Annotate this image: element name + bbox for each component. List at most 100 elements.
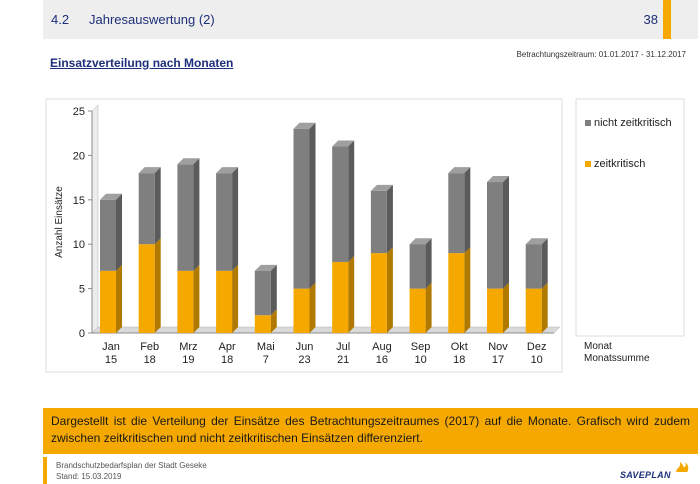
footer-document-title: Brandschutzbedarfsplan der Stadt Geseke	[56, 461, 207, 470]
x-tick-label: Okt	[451, 341, 468, 353]
y-axis-title: Anzahl Einsätze	[54, 186, 65, 258]
bar-side-zeitkritisch-apr	[232, 264, 239, 333]
x-tick-label: Nov	[488, 341, 508, 353]
section-title: Einsatzverteilung nach Monaten	[50, 56, 234, 70]
legend-label: zeitkritisch	[594, 158, 645, 170]
y-tick-label: 5	[79, 284, 85, 296]
x-total-label: 18	[453, 354, 465, 366]
x-tick-label: Jun	[296, 341, 314, 353]
legend-box	[575, 98, 685, 337]
bar-side-nicht-zeitkritisch-jan	[116, 193, 122, 271]
bar-side-nicht-zeitkritisch-dez	[541, 238, 548, 289]
x-tick-label: Mrz	[179, 341, 197, 353]
bar-zeitkritisch-dez	[525, 288, 542, 333]
x-total-label: 17	[492, 354, 504, 366]
x-axis-subtitle: Monatssumme	[584, 353, 650, 364]
x-axis-title: Monat	[584, 341, 612, 352]
y-tick-label: 25	[73, 106, 85, 118]
header-accent-bar	[663, 0, 671, 39]
bar-side-zeitkritisch-mai	[270, 309, 277, 333]
x-total-label: 10	[414, 354, 426, 366]
bar-nicht-zeitkritisch-jan	[100, 199, 116, 271]
bar-side-zeitkritisch-jul	[348, 255, 355, 333]
section-number: 4.2	[51, 12, 70, 27]
legend-swatch	[585, 120, 591, 126]
y-tick-label: 0	[79, 328, 85, 340]
y-tick-label: 15	[73, 195, 85, 207]
bar-top-jan	[100, 193, 122, 200]
bar-side-nicht-zeitkritisch-apr	[232, 167, 239, 271]
bar-side-zeitkritisch-dez	[541, 282, 548, 333]
x-tick-label: Feb	[140, 341, 159, 353]
x-total-label: 19	[182, 354, 194, 366]
bar-nicht-zeitkritisch-feb	[138, 173, 155, 245]
x-total-label: 18	[144, 354, 156, 366]
bar-zeitkritisch-aug	[370, 253, 387, 333]
bar-top-okt	[448, 167, 471, 174]
legend-swatch	[585, 161, 591, 167]
x-tick-label: Sep	[411, 341, 431, 353]
bar-nicht-zeitkritisch-mai	[254, 270, 271, 316]
bar-nicht-zeitkritisch-nov	[487, 182, 503, 289]
bar-side-nicht-zeitkritisch-nov	[503, 176, 509, 289]
page-header: 4.2 Jahresauswertung (2) 38	[43, 0, 698, 39]
x-total-label: 21	[337, 354, 349, 366]
page-number: 38	[643, 12, 658, 27]
bar-zeitkritisch-jul	[332, 261, 349, 333]
x-tick-label: Mai	[257, 341, 275, 353]
bar-side-zeitkritisch-nov	[503, 282, 509, 333]
y-tick-label: 10	[73, 239, 85, 251]
x-total-label: 7	[263, 354, 269, 366]
bar-side-zeitkritisch-aug	[386, 247, 393, 333]
bar-top-sep	[409, 238, 432, 245]
bar-zeitkritisch-nov	[487, 288, 503, 333]
bar-zeitkritisch-jan	[100, 270, 116, 333]
bar-zeitkritisch-mai	[254, 315, 271, 333]
bar-zeitkritisch-sep	[409, 288, 426, 333]
bar-side-zeitkritisch-mrz	[193, 264, 200, 333]
bar-side-zeitkritisch-sep	[425, 282, 432, 333]
bar-top-aug	[370, 184, 393, 191]
footer-date: Stand: 15.03.2019	[56, 472, 122, 481]
bar-nicht-zeitkritisch-jun	[293, 128, 310, 289]
y-tick-label: 20	[73, 150, 85, 162]
x-total-label: 23	[298, 354, 310, 366]
bar-zeitkritisch-jun	[293, 288, 310, 333]
bar-side-nicht-zeitkritisch-feb	[154, 167, 161, 245]
bar-top-feb	[138, 167, 161, 174]
logo-text: SAVEPLAN	[620, 470, 671, 480]
chart-area-border	[45, 98, 563, 373]
bar-zeitkritisch-okt	[448, 253, 465, 333]
x-total-label: 15	[105, 354, 117, 366]
bar-top-mai	[254, 264, 277, 271]
flame-icon	[676, 462, 689, 472]
bar-zeitkritisch-apr	[216, 270, 233, 333]
bar-side-zeitkritisch-jun	[309, 282, 316, 333]
x-tick-label: Jul	[336, 341, 350, 353]
x-tick-label: Dez	[527, 341, 547, 353]
bar-top-jul	[332, 140, 355, 147]
bar-nicht-zeitkritisch-okt	[448, 173, 465, 254]
period-label: Betrachtungszeitraum: 01.01.2017 - 31.12…	[516, 50, 686, 59]
bar-side-zeitkritisch-okt	[464, 247, 471, 333]
plot-back-wall	[91, 104, 99, 334]
footer-accent-bar	[43, 457, 47, 484]
legend-label: nicht zeitkritisch	[594, 117, 672, 129]
bar-top-mrz	[177, 158, 200, 165]
x-tick-label: Apr	[219, 341, 236, 353]
description-box: Dargestellt ist die Verteilung der Einsä…	[43, 408, 698, 454]
x-total-label: 18	[221, 354, 233, 366]
x-total-label: 10	[531, 354, 543, 366]
saveplan-logo: SAVEPLAN	[620, 460, 692, 482]
bar-zeitkritisch-mrz	[177, 270, 194, 333]
bar-top-nov	[487, 176, 509, 183]
bar-side-zeitkritisch-feb	[154, 238, 161, 333]
x-tick-label: Aug	[372, 341, 392, 353]
bar-side-nicht-zeitkritisch-jul	[348, 140, 355, 262]
x-tick-label: Jan	[102, 341, 120, 353]
page-title: Jahresauswertung (2)	[89, 12, 215, 27]
bar-zeitkritisch-feb	[138, 244, 155, 333]
bar-nicht-zeitkritisch-mrz	[177, 164, 194, 271]
bar-top-apr	[216, 167, 239, 174]
